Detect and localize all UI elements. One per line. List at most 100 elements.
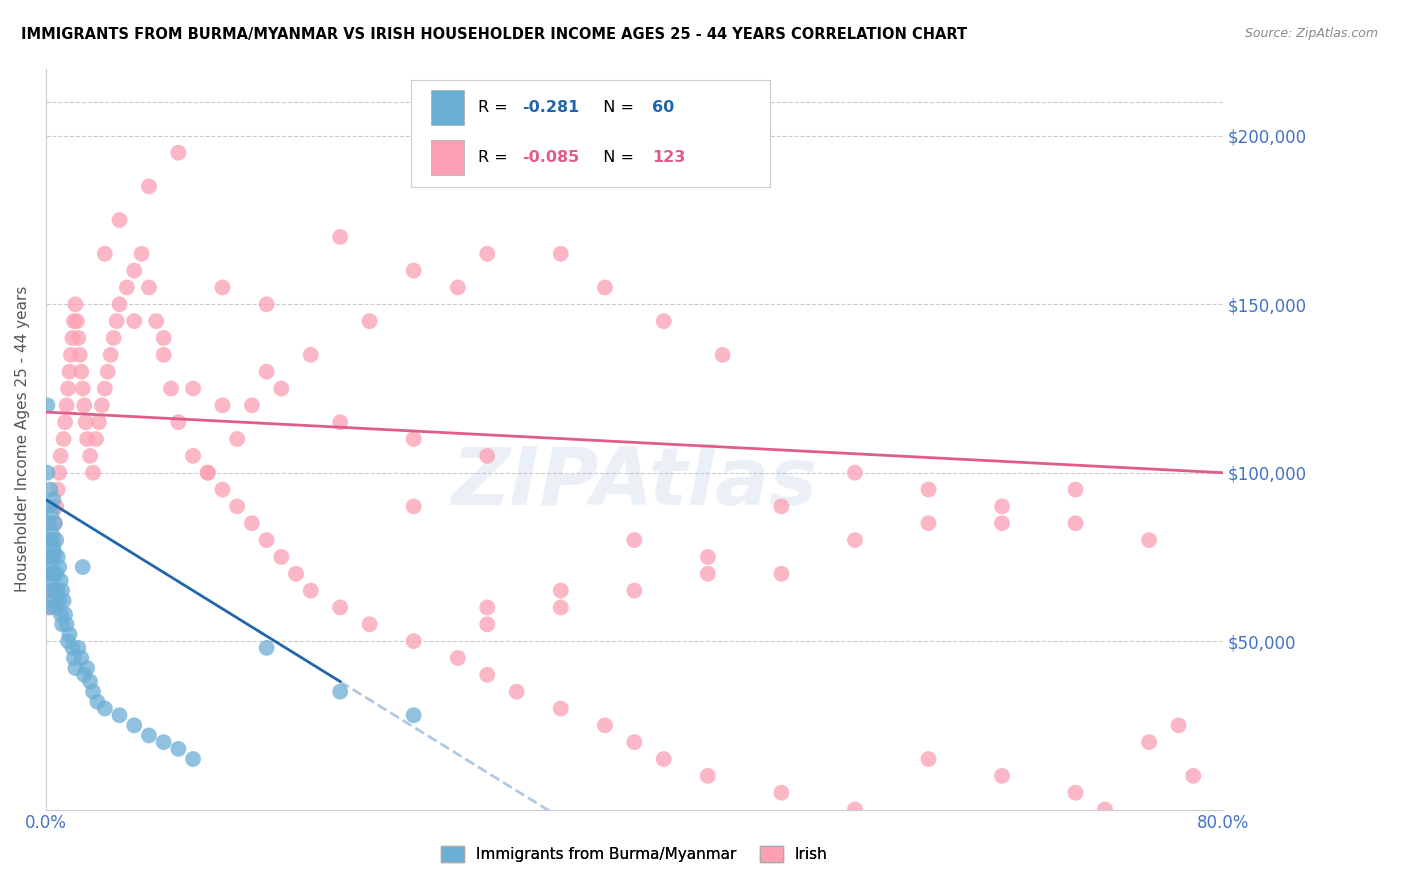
- Point: [41, 506, 63, 520]
- Point: [76, 661, 98, 675]
- Point: [65, 661, 87, 675]
- Point: [56, 634, 79, 648]
- Point: [402, 634, 425, 648]
- Point: [211, 280, 233, 294]
- Point: [84, 432, 107, 446]
- Point: [593, 280, 616, 294]
- Point: [122, 314, 145, 328]
- Point: [256, 365, 278, 379]
- Point: [37, 398, 59, 412]
- Point: [844, 803, 866, 817]
- Point: [79, 674, 101, 689]
- Point: [270, 549, 292, 564]
- Point: [152, 331, 174, 345]
- Point: [226, 432, 249, 446]
- Point: [211, 398, 233, 412]
- Point: [226, 500, 249, 514]
- Point: [197, 466, 219, 480]
- Point: [181, 449, 204, 463]
- Point: [1137, 735, 1160, 749]
- Point: [550, 247, 572, 261]
- Text: -0.085: -0.085: [523, 150, 579, 165]
- Point: [44, 516, 66, 531]
- Point: [991, 769, 1014, 783]
- Legend: Immigrants from Burma/Myanmar, Irish: Immigrants from Burma/Myanmar, Irish: [434, 840, 834, 869]
- Point: [138, 179, 160, 194]
- Point: [770, 566, 793, 581]
- Point: [623, 583, 645, 598]
- Point: [39, 560, 62, 574]
- Point: [696, 769, 718, 783]
- Point: [53, 607, 76, 622]
- Point: [41, 549, 63, 564]
- Point: [623, 533, 645, 547]
- Point: [94, 247, 117, 261]
- Point: [38, 583, 60, 598]
- Text: Source: ZipAtlas.com: Source: ZipAtlas.com: [1244, 27, 1378, 40]
- Point: [38, 549, 60, 564]
- Point: [108, 297, 131, 311]
- Point: [65, 297, 87, 311]
- Point: [90, 398, 112, 412]
- Point: [42, 540, 65, 554]
- Point: [86, 695, 108, 709]
- Point: [42, 492, 65, 507]
- Point: [52, 593, 75, 607]
- Point: [256, 640, 278, 655]
- Point: [145, 314, 167, 328]
- Point: [917, 752, 939, 766]
- Point: [770, 786, 793, 800]
- Point: [593, 718, 616, 732]
- Point: [55, 398, 77, 412]
- Point: [402, 500, 425, 514]
- Point: [623, 735, 645, 749]
- Point: [41, 526, 63, 541]
- Point: [160, 382, 183, 396]
- Point: [108, 213, 131, 227]
- Point: [505, 684, 527, 698]
- Point: [256, 297, 278, 311]
- Point: [329, 600, 352, 615]
- Point: [45, 533, 67, 547]
- Point: [115, 280, 138, 294]
- Point: [696, 549, 718, 564]
- Point: [38, 516, 60, 531]
- Point: [62, 640, 84, 655]
- Point: [72, 560, 94, 574]
- Point: [67, 331, 90, 345]
- Point: [550, 583, 572, 598]
- Point: [49, 607, 72, 622]
- Text: N =: N =: [593, 150, 640, 165]
- Point: [45, 500, 67, 514]
- Point: [402, 263, 425, 277]
- Point: [38, 566, 60, 581]
- Point: [66, 314, 89, 328]
- Point: [1064, 516, 1087, 531]
- Point: [58, 627, 80, 641]
- Point: [550, 701, 572, 715]
- Point: [46, 483, 69, 497]
- Text: R =: R =: [478, 100, 513, 115]
- Point: [45, 566, 67, 581]
- Point: [240, 516, 263, 531]
- Point: [94, 701, 117, 715]
- Point: [44, 516, 66, 531]
- Point: [138, 280, 160, 294]
- Point: [197, 466, 219, 480]
- Point: [917, 516, 939, 531]
- Point: [181, 752, 204, 766]
- Point: [652, 752, 675, 766]
- Point: [477, 247, 499, 261]
- Point: [82, 684, 104, 698]
- Point: [181, 382, 204, 396]
- Point: [1064, 786, 1087, 800]
- Point: [39, 483, 62, 497]
- Point: [62, 331, 84, 345]
- Point: [447, 651, 470, 665]
- Point: [70, 365, 93, 379]
- Point: [711, 348, 734, 362]
- Point: [991, 500, 1014, 514]
- Point: [299, 583, 322, 598]
- Point: [991, 516, 1014, 531]
- Point: [105, 314, 128, 328]
